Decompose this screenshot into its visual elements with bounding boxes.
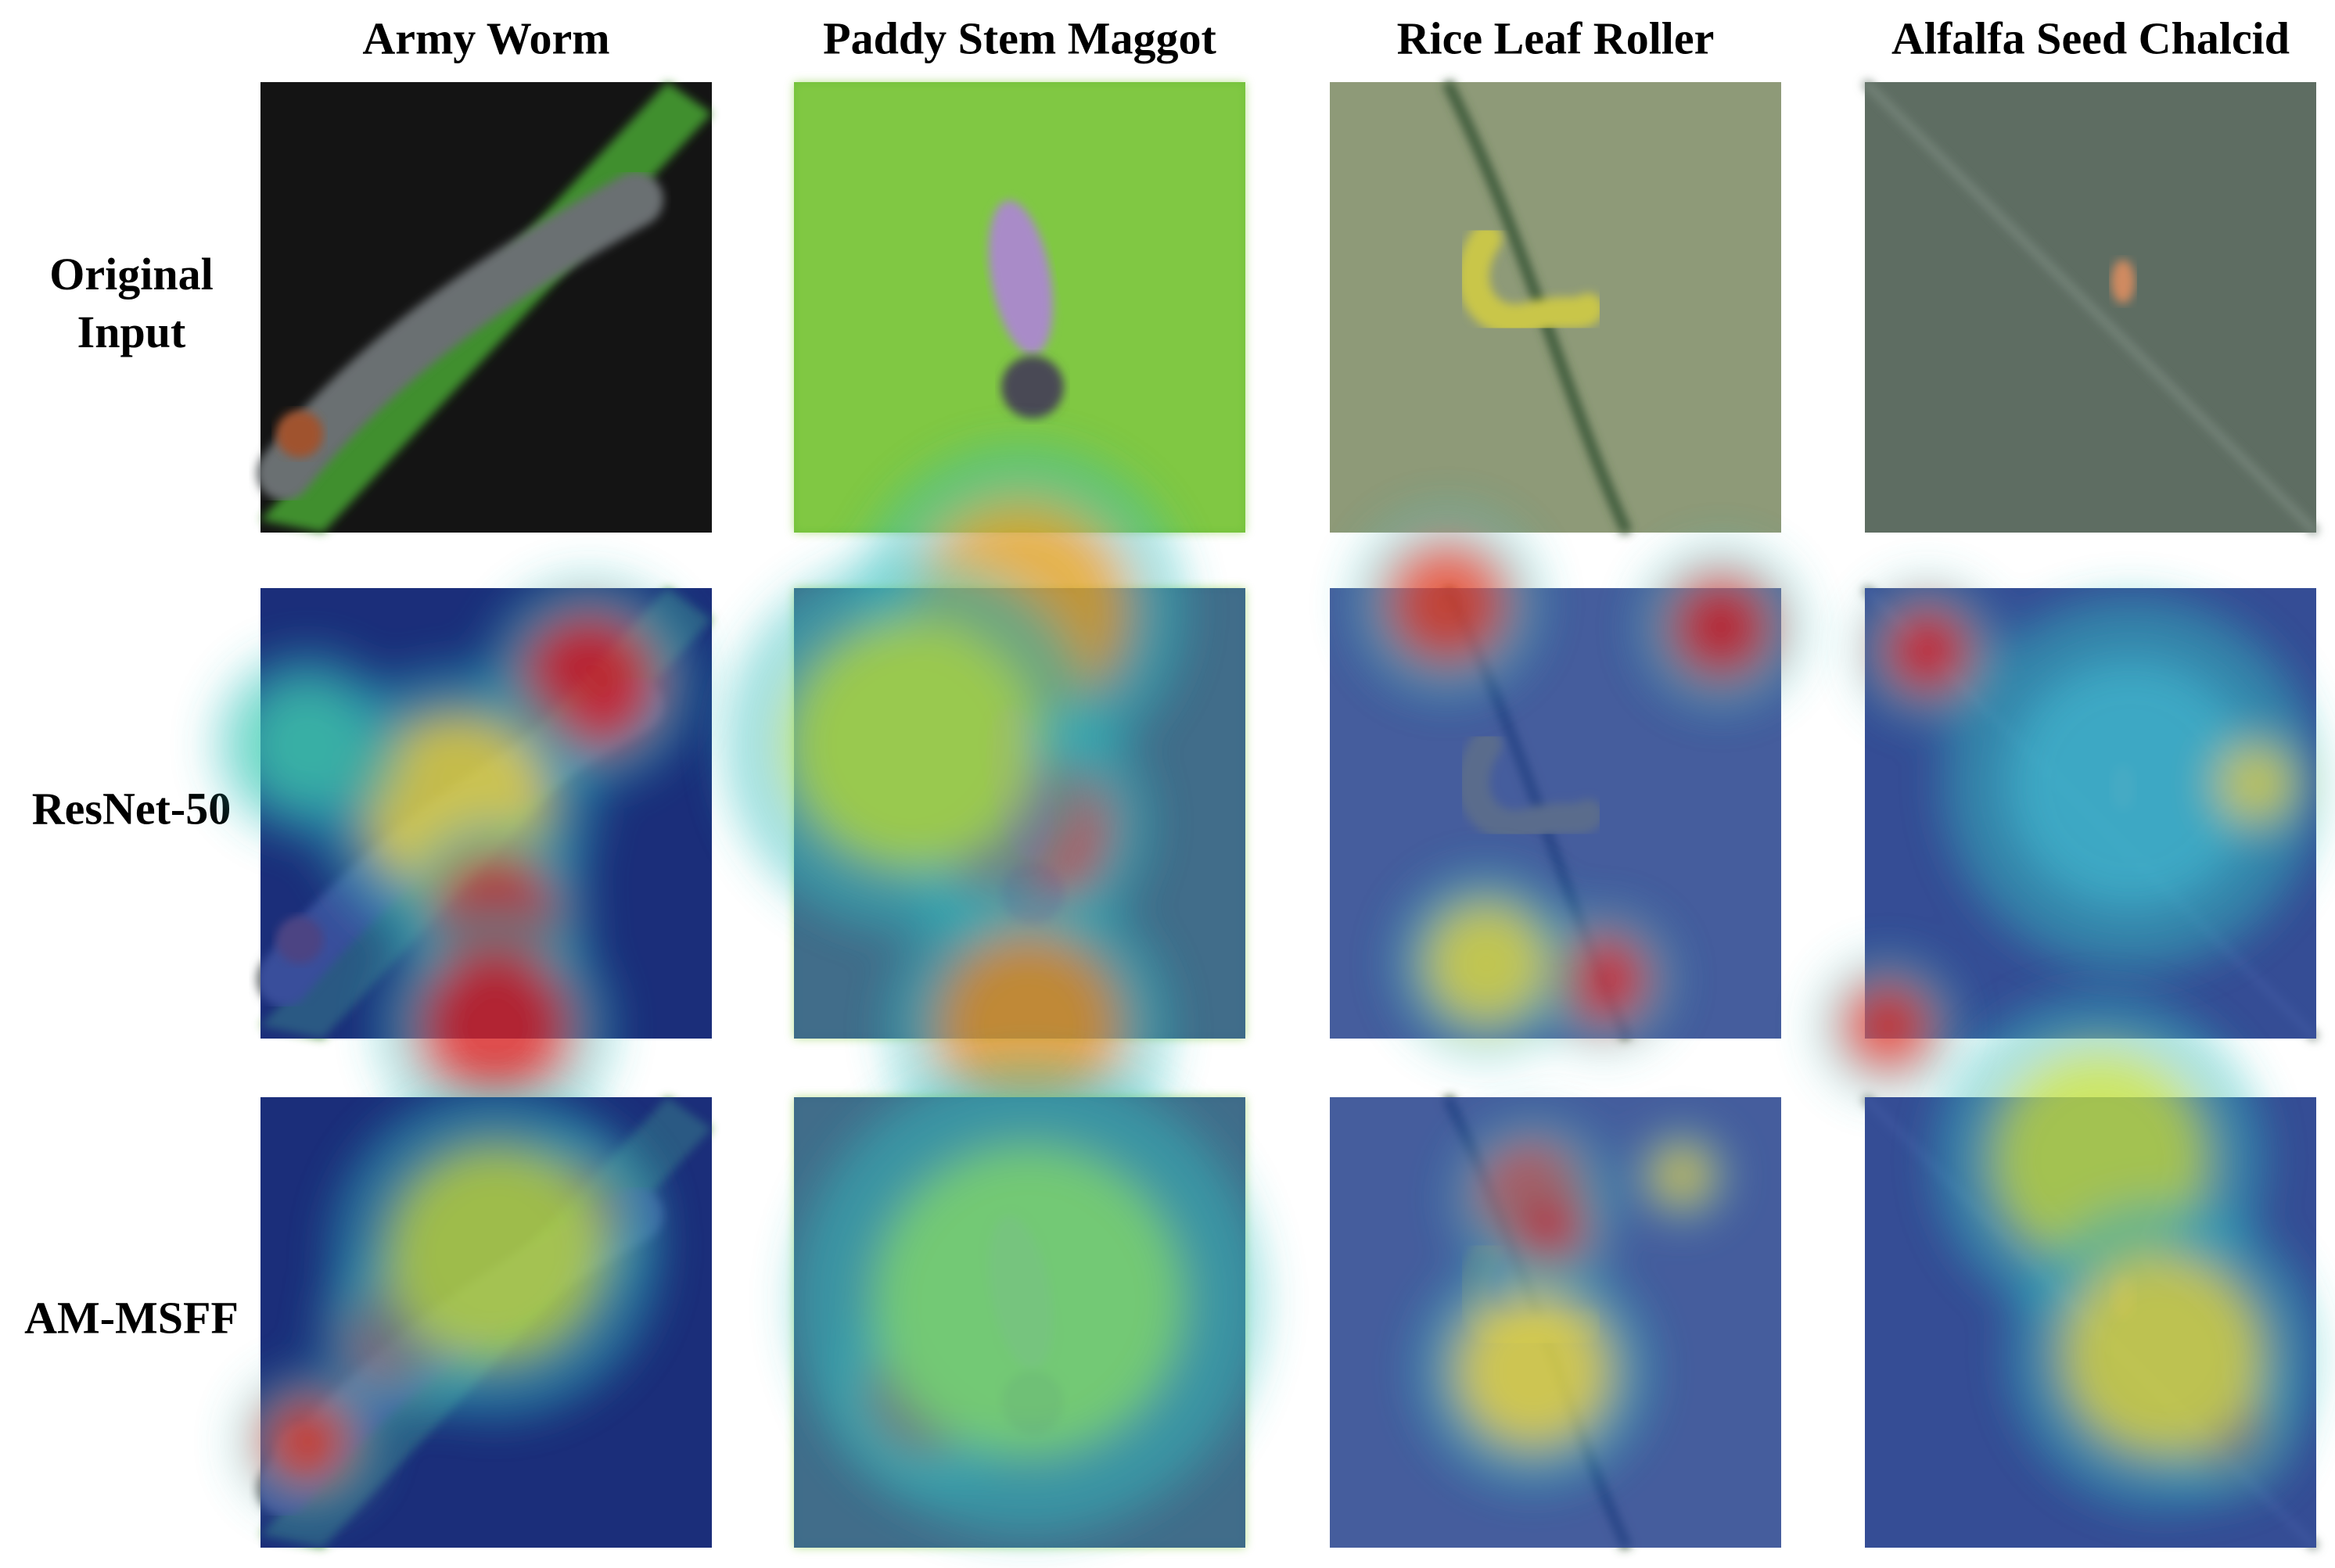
- column-title: Rice Leaf Roller: [1397, 13, 1715, 63]
- panel-image: [1862, 996, 2319, 1551]
- panel-image: [1330, 1094, 1781, 1550]
- heat-blobs: [237, 1089, 659, 1512]
- panel-shape: [1457, 223, 1604, 335]
- heat-blob: [1881, 604, 1974, 698]
- column-title: Paddy Stem Maggot: [823, 13, 1216, 63]
- heat-blob: [386, 1144, 605, 1363]
- row-label: Original Input: [49, 249, 213, 357]
- heat-blobs: [1935, 996, 2315, 1508]
- heat-blobs: [1416, 1117, 1729, 1488]
- heat-blob: [1510, 1191, 1588, 1269]
- heat-blobs: [214, 576, 695, 1143]
- heat-blob: [417, 948, 573, 1104]
- panel-image: [214, 576, 712, 1143]
- panel-shape: [1001, 356, 1064, 418]
- heat-blob: [2060, 1254, 2264, 1457]
- panel-shape: [1862, 79, 2319, 536]
- panel-shape: [276, 411, 323, 457]
- panel-image: [1818, 580, 2319, 1096]
- panel-image: [794, 1066, 1263, 1548]
- panel-image: [1862, 79, 2319, 536]
- row-label-line: Input: [77, 307, 186, 357]
- heat-blob: [1455, 1293, 1611, 1449]
- panel-shape: [257, 172, 663, 501]
- heat-blob: [245, 682, 370, 807]
- panel-image: [1330, 79, 1781, 535]
- panel-image: [237, 1089, 712, 1548]
- heat-blob: [786, 619, 1036, 870]
- heat-blobs: [724, 447, 1185, 1167]
- heat-blob: [1841, 979, 1935, 1073]
- heat-blob: [260, 1394, 354, 1488]
- heat-blob: [2217, 745, 2295, 823]
- panel-image: [257, 82, 712, 533]
- heat-blob: [1651, 1144, 1713, 1207]
- panel-shape: [2111, 260, 2135, 303]
- row-label: AM-MSFF: [24, 1292, 239, 1343]
- heat-blob: [1666, 572, 1776, 682]
- heat-blobs: [1818, 580, 2319, 1096]
- panel-image: [1330, 510, 1803, 1057]
- heat-blob: [1385, 541, 1510, 666]
- heat-blob: [1557, 932, 1651, 1026]
- heat-blobs: [794, 1066, 1263, 1535]
- heat-blob: [2006, 658, 2256, 909]
- heat-blob: [872, 1144, 1185, 1457]
- heat-blobs: [1353, 510, 1803, 1057]
- panel-image: [724, 447, 1245, 1167]
- row-label-line: Original: [49, 249, 213, 300]
- column-title: Army Worm: [362, 13, 609, 63]
- column-title: Alfalfa Seed Chalcid: [1891, 13, 2290, 63]
- row-label: ResNet-50: [32, 783, 231, 834]
- heat-blob: [1424, 901, 1549, 1026]
- panel-shape: [988, 200, 1054, 355]
